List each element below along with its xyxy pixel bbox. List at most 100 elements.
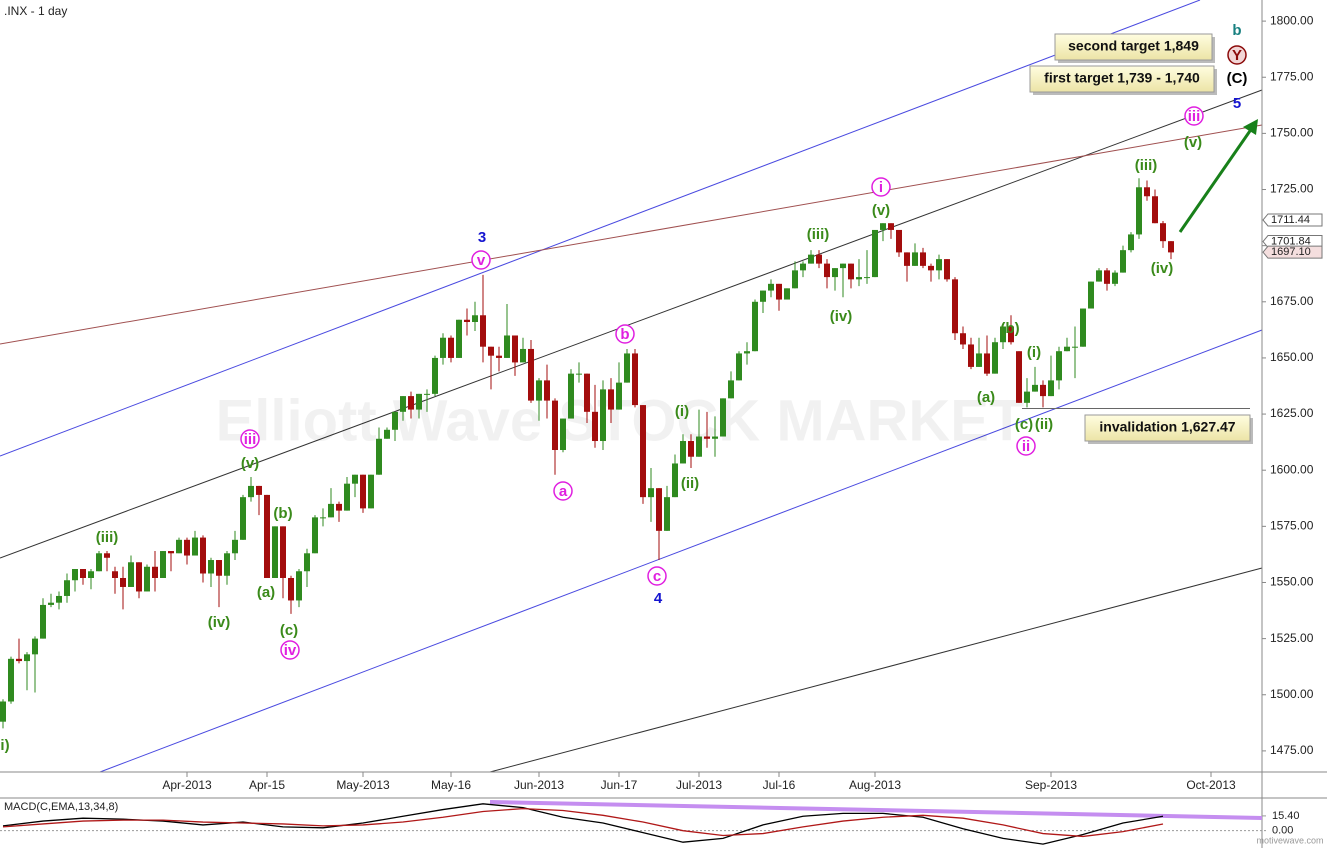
candle-body: [32, 638, 38, 655]
candle-body: [648, 488, 654, 498]
candle-body: [1072, 346, 1078, 348]
candle-body: [1168, 241, 1174, 253]
candle-body: [416, 393, 422, 410]
candle-body: [664, 497, 670, 531]
label-circle: [471, 250, 491, 270]
candle-body: [344, 483, 350, 511]
candle-body: [360, 474, 366, 509]
candle-body: [312, 517, 318, 554]
wave-label: (a): [977, 389, 995, 406]
y-tick-label: 1675.00: [1270, 294, 1314, 308]
candle-body: [1120, 250, 1126, 273]
x-tick-label: Aug-2013: [849, 778, 901, 792]
price-tag: [1262, 245, 1323, 259]
candle-body: [320, 517, 326, 519]
candle-body: [712, 436, 718, 439]
candle-body: [536, 380, 542, 401]
candle-body: [232, 539, 238, 554]
candle-body: [912, 252, 918, 266]
label-circle: [553, 481, 573, 501]
candle-body: [128, 562, 134, 587]
candle-body: [272, 526, 278, 578]
label-box: [1054, 33, 1213, 61]
candle-body: [1080, 308, 1086, 347]
wave-label: (v): [241, 455, 259, 472]
wave-label: (i): [675, 403, 689, 420]
candle-body: [184, 539, 190, 556]
candle-body: [376, 438, 382, 475]
y-tick-label: 1725.00: [1270, 182, 1314, 196]
macd-title: MACD(C,EMA,13,34,8): [4, 801, 118, 813]
label-circle: [1184, 106, 1204, 126]
candle-body: [208, 560, 214, 574]
candle-body: [832, 268, 838, 278]
candle-body: [1032, 384, 1038, 392]
candle-body: [960, 333, 966, 345]
candle-body: [768, 283, 774, 291]
wave-label: (ii): [1035, 416, 1053, 433]
candle-body: [224, 553, 230, 576]
wave-label: v: [477, 252, 486, 269]
y-tick-label: 1475.00: [1270, 743, 1314, 757]
candle-body: [824, 263, 830, 278]
candle-body: [1096, 270, 1102, 282]
wave-label: 4: [654, 590, 663, 607]
trend-line: [0, 124, 1263, 345]
candle-body: [816, 254, 822, 264]
candle-body: [640, 405, 646, 498]
label-circle: [871, 177, 891, 197]
wave-label: (iv): [1151, 260, 1174, 277]
x-tick-label: May-2013: [336, 778, 390, 792]
price-tag: [1262, 213, 1323, 227]
candle-body: [928, 265, 934, 271]
candle-body: [624, 353, 630, 383]
candle-body: [520, 348, 526, 363]
candle-body: [0, 701, 6, 722]
label-text: second target 1,849: [1068, 38, 1199, 54]
y-tick-label: 1500.00: [1270, 687, 1314, 701]
y-tick-label: 1525.00: [1270, 631, 1314, 645]
candle-body: [976, 353, 982, 367]
candle-body: [240, 497, 246, 540]
label-circle: [1227, 45, 1247, 65]
candle-body: [168, 551, 174, 554]
candle-body: [24, 654, 30, 662]
candle-body: [704, 436, 710, 439]
candle-body: [72, 569, 78, 581]
candle-body: [776, 283, 782, 300]
candle-body: [400, 396, 406, 412]
candle-body: [1112, 272, 1118, 284]
wave-label: 5: [1233, 95, 1241, 112]
wave-label: iii: [1188, 108, 1201, 125]
candle-body: [1064, 346, 1070, 352]
candle-body: [288, 577, 294, 601]
candle-body: [1008, 326, 1014, 343]
candle-body: [952, 279, 958, 334]
wave-label: iii: [244, 431, 257, 448]
candle-body: [88, 571, 94, 578]
arrow-head: [1243, 119, 1258, 135]
wave-label: Y: [1232, 47, 1242, 64]
candle-body: [1144, 187, 1150, 197]
candle-body: [920, 252, 926, 266]
trend-line: [99, 329, 1263, 773]
candle-body: [568, 373, 574, 419]
price-tag-label: 1701.84: [1271, 235, 1311, 247]
candle-body: [296, 571, 302, 601]
candle-body: [784, 288, 790, 300]
candle-body: [408, 396, 414, 410]
candle-body: [728, 380, 734, 399]
candle-body: [136, 562, 142, 592]
candle-body: [448, 337, 454, 358]
wave-label: 3: [478, 229, 486, 246]
wave-label: (b): [1000, 320, 1019, 337]
candle-body: [720, 398, 726, 437]
candle-body: [176, 539, 182, 554]
x-tick-label: Oct-2013: [1186, 778, 1236, 792]
candle-body: [632, 353, 638, 406]
candle-body: [440, 337, 446, 358]
wave-label: (ii): [681, 475, 699, 492]
candle-body: [120, 577, 126, 587]
